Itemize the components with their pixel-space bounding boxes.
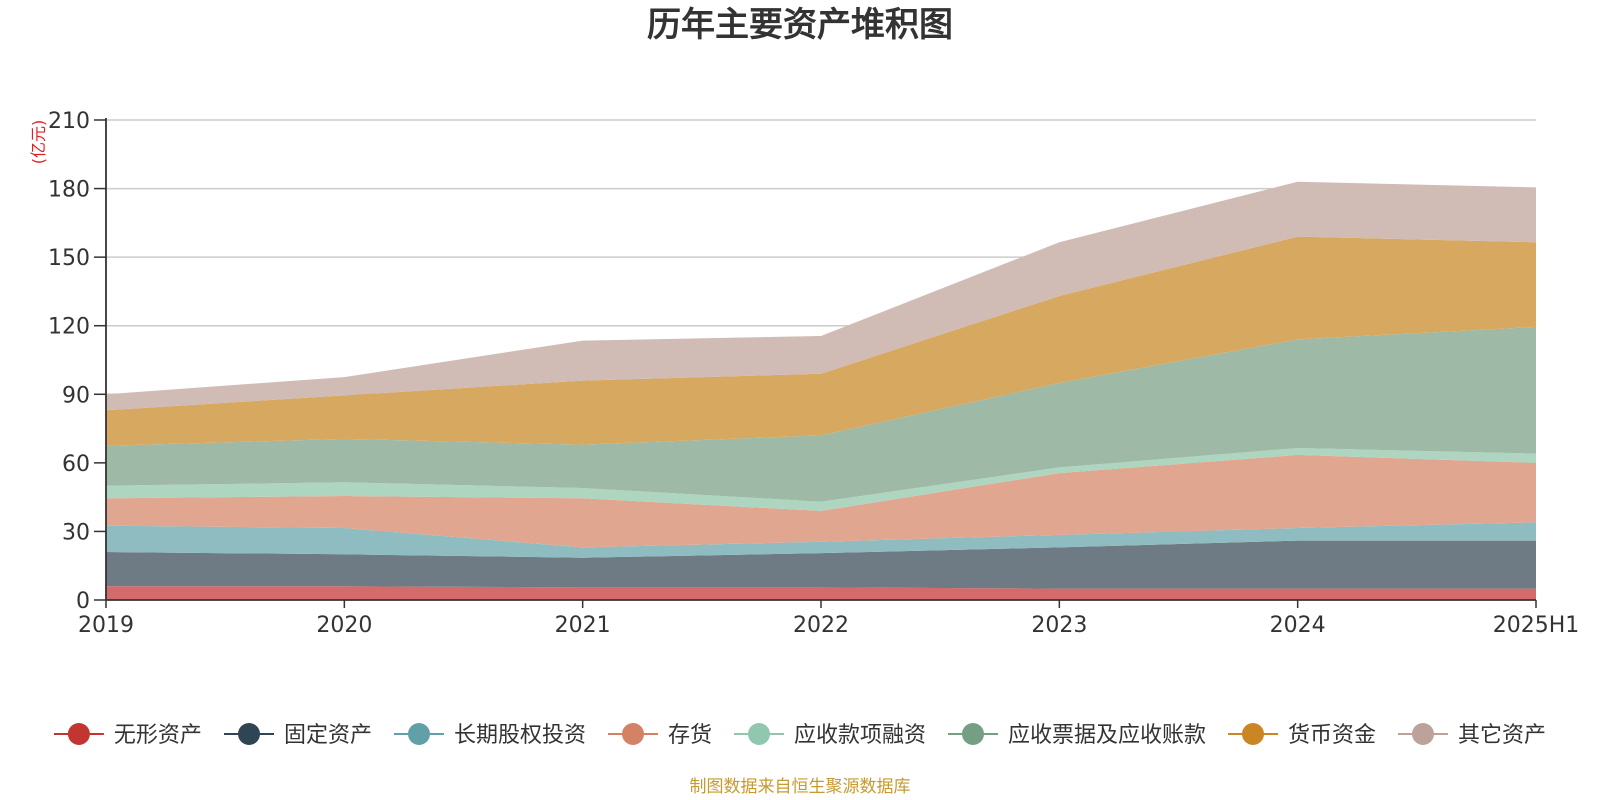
y-tick-label: 180 bbox=[48, 178, 90, 203]
legend-marker bbox=[408, 723, 430, 745]
legend-label: 固定资产 bbox=[284, 723, 372, 748]
area-1 bbox=[106, 586, 1536, 600]
legend-marker bbox=[238, 723, 260, 745]
legend-marker bbox=[1412, 723, 1434, 745]
legend-item-5[interactable]: 应收款项融资 bbox=[734, 723, 926, 748]
area-7 bbox=[106, 236, 1536, 446]
area-8 bbox=[106, 181, 1536, 411]
legend-item-3[interactable]: 长期股权投资 bbox=[394, 723, 586, 748]
x-tick-label: 2021 bbox=[555, 613, 611, 638]
y-tick-label: 60 bbox=[62, 452, 90, 477]
legend-item-8[interactable]: 其它资产 bbox=[1398, 723, 1546, 748]
y-tick-label: 210 bbox=[48, 109, 90, 134]
legend-item-6[interactable]: 应收票据及应收账款 bbox=[948, 723, 1206, 748]
y-tick-label: 30 bbox=[62, 520, 90, 545]
legend-label: 其它资产 bbox=[1458, 723, 1546, 748]
legend-marker bbox=[67, 723, 90, 745]
legend-label: 货币资金 bbox=[1288, 723, 1376, 748]
axes: 0 30 60 90 120 150 180 210 2019 2020 2021 2022 2023 2… bbox=[48, 109, 1579, 638]
legend-label: 应收票据及应收账款 bbox=[1008, 723, 1206, 748]
legend-item-2[interactable]: 固定资产 bbox=[224, 723, 372, 748]
area-2 bbox=[106, 540, 1536, 589]
legend-label: 无形资产 bbox=[114, 723, 202, 748]
area-3 bbox=[106, 522, 1536, 558]
area-5 bbox=[106, 448, 1536, 511]
x-tick-label: 2023 bbox=[1031, 613, 1087, 638]
area-4 bbox=[106, 454, 1536, 548]
x-tick-label: 2025H1 bbox=[1493, 613, 1580, 638]
data-source-note: 制图数据来自恒生聚源数据库 bbox=[690, 777, 911, 797]
legend-marker bbox=[748, 723, 770, 745]
x-tick-label: 2022 bbox=[793, 613, 849, 638]
legend-marker bbox=[1242, 723, 1264, 745]
area-series bbox=[106, 181, 1536, 600]
x-tick-label: 2019 bbox=[78, 613, 134, 638]
y-tick-label: 90 bbox=[62, 383, 90, 408]
y-tick-label: 150 bbox=[48, 246, 90, 271]
legend-item-4[interactable]: 存货 bbox=[608, 723, 712, 748]
legend[interactable]: 无形资产 固定资产 长期股权投资 存货 应收款项融资 应收票据及应收账款 货币资金 其它资产 bbox=[53, 723, 1546, 748]
x-tick-label: 2024 bbox=[1270, 613, 1326, 638]
y-tick-label: 120 bbox=[48, 315, 90, 340]
legend-marker bbox=[622, 723, 644, 745]
y-axis-unit: (亿元) bbox=[29, 120, 48, 165]
area-6 bbox=[106, 326, 1536, 502]
legend-label: 存货 bbox=[668, 723, 712, 748]
legend-label: 长期股权投资 bbox=[454, 723, 586, 748]
chart-title: 历年主要资产堆积图 bbox=[647, 5, 953, 45]
legend-item-7[interactable]: 货币资金 bbox=[1228, 723, 1376, 748]
legend-item-1[interactable]: 无形资产 bbox=[53, 723, 202, 748]
x-tick-label: 2020 bbox=[316, 613, 372, 638]
legend-marker bbox=[962, 723, 984, 745]
y-tick-label: 0 bbox=[76, 589, 90, 614]
legend-label: 应收款项融资 bbox=[794, 723, 926, 748]
